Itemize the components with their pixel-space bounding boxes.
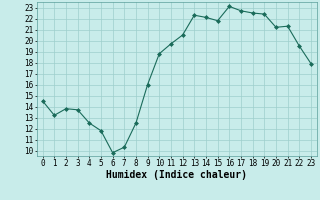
X-axis label: Humidex (Indice chaleur): Humidex (Indice chaleur) — [106, 170, 247, 180]
